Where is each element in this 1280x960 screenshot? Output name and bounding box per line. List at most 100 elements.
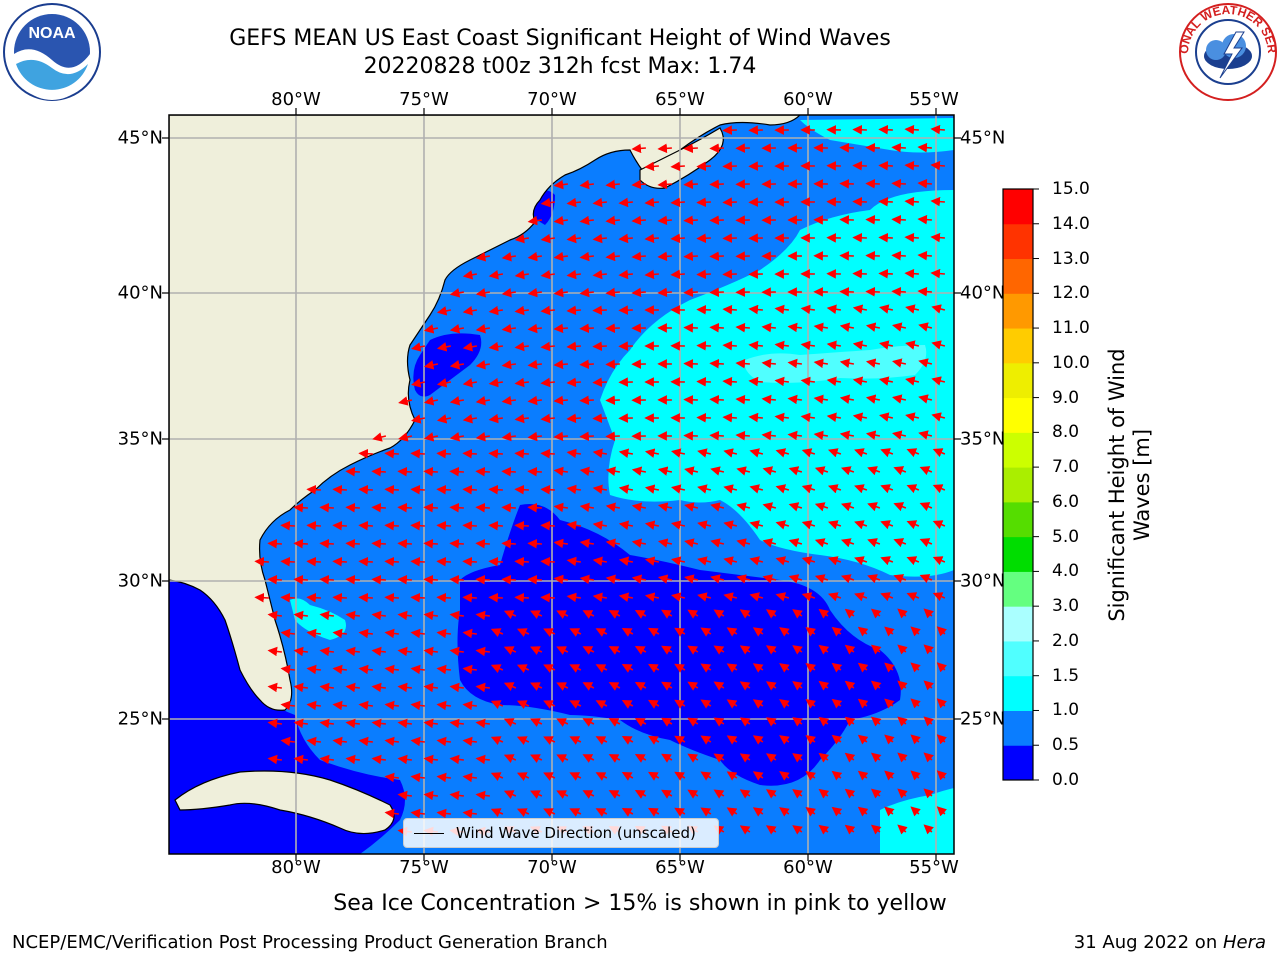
colorbar-segment	[1003, 710, 1033, 746]
wave-direction-arrow	[384, 772, 399, 783]
colorbar-segment	[1003, 397, 1033, 433]
colorbar-segment	[1003, 501, 1033, 538]
wave-direction-arrow	[462, 592, 477, 603]
wave-direction-arrow	[867, 502, 881, 512]
wave-direction-arrow	[540, 592, 555, 603]
wave-direction-arrow	[779, 627, 790, 637]
wave-direction-arrow	[749, 592, 764, 602]
wave-direction-arrow	[801, 556, 816, 566]
wave-direction-arrow	[905, 340, 920, 350]
wave-direction-arrow	[826, 304, 842, 315]
wave-direction-arrow	[739, 789, 751, 799]
wave-direction-arrow	[293, 682, 308, 693]
wave-direction-arrow	[697, 448, 712, 458]
wave-direction-arrow	[618, 556, 634, 566]
wave-direction-arrow	[723, 484, 738, 494]
wave-direction-arrow	[530, 790, 543, 799]
wave-direction-arrow	[569, 700, 582, 709]
colorbar-segment	[1003, 571, 1033, 607]
wave-direction-arrow	[582, 646, 595, 655]
wave-direction-arrow	[762, 574, 777, 584]
wave-direction-arrow	[854, 556, 868, 566]
wave-direction-arrow	[854, 448, 868, 458]
wave-direction-arrow	[713, 789, 725, 799]
wave-direction-arrow	[884, 770, 895, 781]
wave-direction-arrow	[306, 520, 321, 531]
wave-direction-arrow	[884, 734, 895, 745]
wave-direction-arrow	[879, 412, 894, 422]
wave-direction-arrow	[923, 608, 934, 619]
wave-direction-arrow	[490, 664, 504, 674]
wave-direction-arrow	[371, 718, 386, 729]
wave-direction-arrow	[501, 251, 517, 262]
wave-direction-arrow	[787, 394, 802, 405]
wave-direction-arrow	[696, 377, 711, 387]
wave-direction-arrow	[723, 448, 738, 458]
axis-ticks	[162, 108, 961, 861]
wave-direction-arrow	[748, 376, 763, 387]
wave-direction-arrow	[514, 305, 529, 316]
wave-direction-arrow	[501, 538, 516, 549]
wave-direction-arrow	[844, 824, 856, 835]
wave-direction-arrow	[293, 610, 308, 621]
wave-direction-arrow	[319, 502, 334, 513]
wave-direction-arrow	[696, 413, 711, 423]
wave-direction-arrow	[657, 538, 673, 548]
wave-direction-arrow	[917, 250, 932, 261]
wave-direction-arrow	[852, 376, 868, 386]
wave-direction-arrow	[800, 304, 815, 315]
wave-direction-arrow	[411, 342, 426, 352]
wave-direction-arrow	[530, 682, 543, 691]
wave-direction-arrow	[893, 502, 907, 512]
wave-direction-arrow	[358, 448, 373, 459]
wave-direction-arrow	[280, 628, 295, 639]
wave-direction-arrow	[696, 197, 711, 208]
wave-direction-arrow	[726, 735, 738, 745]
wave-direction-arrow	[423, 466, 438, 477]
wave-direction-arrow	[722, 340, 737, 351]
wave-direction-arrow	[267, 646, 282, 657]
colorbar-tick-label: 12.0	[1052, 283, 1090, 304]
wave-direction-arrow	[671, 520, 686, 530]
wave-direction-arrow	[345, 538, 360, 549]
wave-direction-arrow	[684, 538, 699, 548]
wave-direction-arrow	[870, 716, 882, 727]
wave-direction-arrow	[527, 395, 542, 406]
wave-direction-arrow	[527, 215, 542, 226]
wave-direction-arrow	[752, 699, 764, 709]
wave-direction-arrow	[566, 413, 581, 424]
wave-direction-arrow	[932, 448, 946, 458]
wave-direction-arrow	[884, 662, 895, 673]
wave-direction-arrow	[503, 610, 517, 619]
wave-direction-arrow	[779, 807, 790, 817]
colorbar-tick-label: 0.0	[1052, 770, 1080, 790]
wave-direction-arrow	[436, 556, 451, 567]
wave-direction-arrow	[553, 502, 568, 513]
wave-direction-arrow	[931, 340, 946, 350]
wave-direction-arrow	[605, 323, 620, 333]
wave-direction-arrow	[592, 377, 607, 388]
wave-direction-arrow	[488, 413, 503, 424]
colorbar-tick-label: 8.0	[1052, 422, 1080, 443]
wave-direction-arrow	[813, 394, 829, 405]
wave-direction-arrow	[371, 646, 386, 657]
wave-direction-arrow	[527, 574, 542, 585]
wave-direction-arrow	[779, 699, 790, 709]
wave-direction-arrow	[792, 825, 803, 835]
wave-direction-arrow	[661, 645, 673, 655]
wave-direction-arrow	[605, 502, 621, 512]
wave-direction-arrow	[410, 628, 425, 639]
wave-direction-arrow	[878, 232, 893, 243]
wave-direction-arrow	[800, 412, 815, 423]
wave-direction-arrow	[332, 700, 347, 711]
wave-direction-arrow	[879, 304, 894, 314]
wave-direction-arrow	[540, 197, 555, 208]
wave-direction-arrow	[592, 233, 607, 244]
wave-direction-arrow	[671, 556, 686, 566]
wave-direction-arrow	[674, 771, 686, 781]
wave-direction-arrow	[319, 610, 334, 621]
wave-direction-arrow	[436, 520, 451, 531]
wave-direction-arrow	[893, 538, 907, 548]
wave-direction-arrow	[280, 592, 295, 603]
wave-direction-arrow	[761, 358, 776, 369]
